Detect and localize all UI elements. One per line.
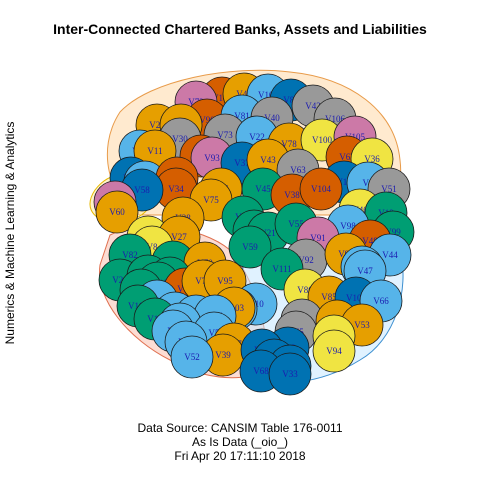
node-label-v63: V63 <box>290 165 306 175</box>
node-v33: V33 <box>269 353 311 395</box>
node-label-v38: V38 <box>284 190 300 200</box>
node-label-v66: V66 <box>373 296 389 306</box>
node-label-v27: V27 <box>171 232 187 242</box>
node-label-v104: V104 <box>311 184 331 194</box>
node-label-v47: V47 <box>357 266 373 276</box>
node-label-v94: V94 <box>326 346 342 356</box>
caption-date: Fri Apr 20 17:11:10 2018 <box>0 449 480 463</box>
node-v94: V94 <box>313 330 355 372</box>
node-label-v60: V60 <box>109 207 125 217</box>
node-label-v93: V93 <box>204 153 220 163</box>
node-label-v11: V11 <box>147 146 162 156</box>
node-v104: V104 <box>300 168 342 210</box>
node-label-v68: V68 <box>253 366 269 376</box>
node-label-v82: V82 <box>122 250 138 260</box>
node-label-v111: V111 <box>272 264 291 274</box>
node-label-v53: V53 <box>354 320 370 330</box>
node-v52: V52 <box>171 336 213 378</box>
node-label-v95: V95 <box>217 276 233 286</box>
node-label-v34: V34 <box>168 184 184 194</box>
node-label-v58: V58 <box>134 185 150 195</box>
caption-note: As Is Data (_oio_) <box>0 435 480 449</box>
node-label-v44: V44 <box>382 250 398 260</box>
node-label-v33: V33 <box>282 369 298 379</box>
node-label-v43: V43 <box>260 155 276 165</box>
node-label-v39: V39 <box>215 350 231 360</box>
caption-source: Data Source: CANSIM Table 176-0011 <box>0 421 480 435</box>
node-label-v59: V59 <box>242 242 258 252</box>
node-label-v45: V45 <box>255 184 271 194</box>
node-label-v100: V100 <box>312 135 332 145</box>
node-label-v52: V52 <box>184 352 200 362</box>
node-label-v75: V75 <box>203 195 219 205</box>
